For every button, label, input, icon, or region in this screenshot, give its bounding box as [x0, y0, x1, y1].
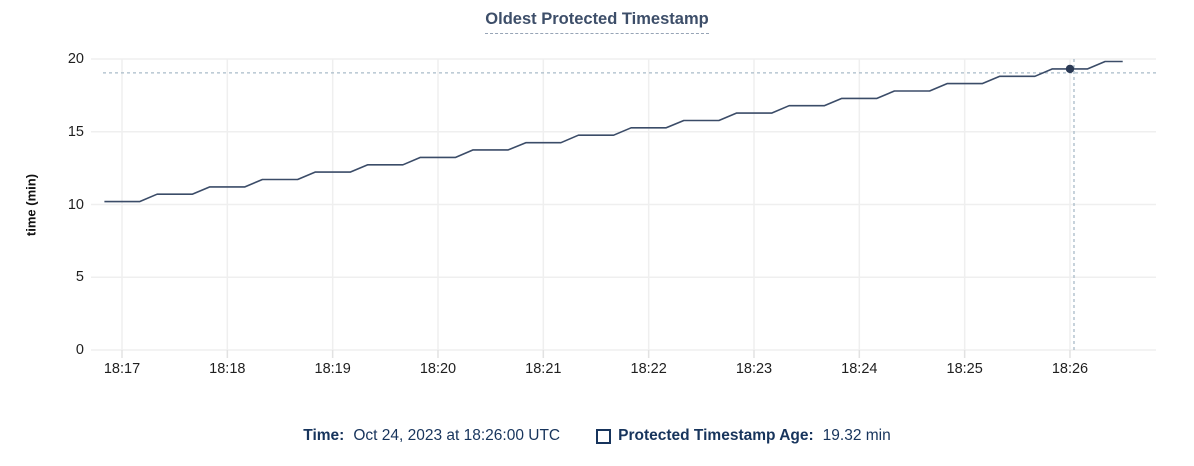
x-tick-label: 18:26 [1051, 361, 1089, 377]
hover-dot [1065, 64, 1075, 74]
x-tick-label: 18:18 [209, 361, 246, 377]
x-tick-label: 18:22 [630, 361, 667, 377]
series-value: 19.32 min [822, 427, 891, 444]
series-label[interactable]: Protected Timestamp Age: [618, 427, 814, 444]
chart-title[interactable]: Oldest Protected Timestamp [485, 10, 709, 34]
y-tick-label: 0 [75, 342, 84, 358]
time-value: Oct 24, 2023 at 18:26:00 UTC [353, 427, 561, 444]
x-tick-label: 18:21 [525, 361, 562, 377]
series-checkbox[interactable] [596, 428, 612, 444]
y-tick-label: 5 [75, 269, 84, 286]
x-tick-label: 18:23 [735, 361, 773, 377]
x-tick-label: 18:19 [314, 361, 351, 377]
time-label: Time: [303, 427, 345, 444]
hover-legend: Time: Oct 24, 2023 at 18:26:00 UTC Prote… [0, 424, 1194, 448]
x-tick-label: 18:24 [841, 361, 878, 377]
series-line-protected-timestamp-age [104, 60, 1123, 203]
x-tick-label: 18:17 [103, 361, 141, 377]
chart-title-row: Oldest Protected Timestamp [0, 10, 1194, 34]
x-tick-label: 18:25 [946, 361, 983, 377]
x-tick-label: 18:20 [419, 361, 457, 377]
y-tick-label: 15 [67, 123, 84, 140]
y-tick-label: 20 [67, 51, 84, 67]
y-tick-label: 10 [67, 196, 84, 213]
